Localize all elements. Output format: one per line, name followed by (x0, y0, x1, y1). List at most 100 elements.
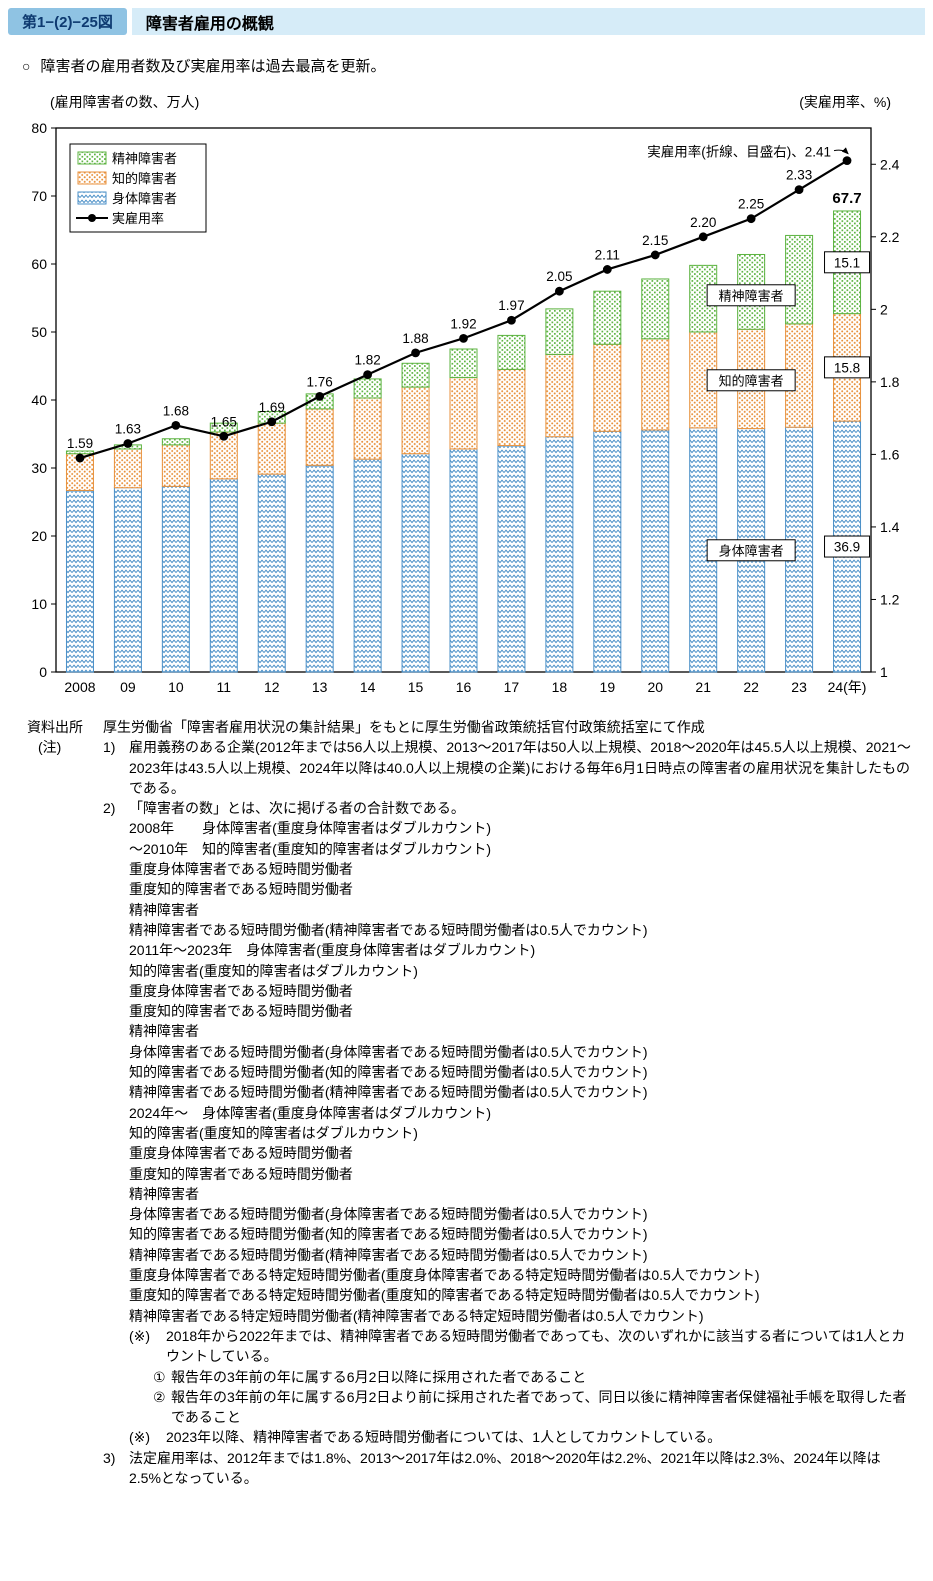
svg-text:1.69: 1.69 (259, 400, 285, 415)
svg-text:身体障害者: 身体障害者 (719, 543, 784, 558)
svg-text:知的障害者: 知的障害者 (112, 171, 177, 186)
note-text: 法定雇用率は、2012年までは1.8%、2013〜2017年は2.0%、2018… (129, 1449, 881, 1486)
note-line: 2008年 身体障害者(重度身体障害者はダブルカウント) (129, 820, 492, 837)
svg-text:知的障害者: 知的障害者 (719, 373, 784, 388)
rate-line (75, 156, 852, 463)
note-line: 精神障害者 (129, 1023, 199, 1040)
svg-text:1.65: 1.65 (211, 414, 237, 429)
note-line: 2) 「障害者の数」とは、次に掲げる者の合計数である。 (103, 798, 911, 818)
note-line: 精神障害者である特定短時間労働者(精神障害者である特定短時間労働者は0.5人でカ… (129, 1307, 704, 1324)
svg-text:20: 20 (31, 528, 47, 544)
note-line: 精神障害者である短時間労働者(精神障害者である短時間労働者は0.5人でカウント) (129, 1246, 648, 1263)
note-items: 1) 雇用義務のある企業(2012年までは56人以上規模、2013〜2017年は5… (103, 737, 921, 1488)
svg-text:2.05: 2.05 (546, 269, 572, 284)
note-line: 重度身体障害者である短時間労働者 (129, 982, 353, 999)
note-number: 1) (103, 739, 116, 756)
legend (69, 143, 207, 233)
svg-text:精神障害者: 精神障害者 (719, 288, 784, 303)
note-line: 知的障害者である短時間労働者(知的障害者である短時間労働者は0.5人でカウント) (129, 1226, 648, 1243)
svg-text:15.1: 15.1 (834, 255, 860, 270)
note-line: 精神障害者である短時間労働者(精神障害者である短時間労働者は0.5人でカウント) (129, 1084, 648, 1101)
note-text: 2018年から2022年までは、精神障害者である短時間労働者であっても、次のいず… (166, 1327, 906, 1365)
svg-text:24(年): 24(年) (828, 679, 867, 695)
svg-text:15.8: 15.8 (834, 360, 860, 375)
svg-text:70: 70 (31, 188, 47, 204)
svg-text:17: 17 (504, 679, 520, 695)
note-line: 重度身体障害者である短時間労働者 (129, 1145, 353, 1162)
note-line: 〜2010年 知的障害者(重度知的障害者はダブルカウント) (129, 840, 492, 857)
svg-text:1.63: 1.63 (115, 422, 141, 437)
svg-text:22: 22 (743, 679, 759, 695)
svg-text:10: 10 (31, 596, 47, 612)
svg-text:1.82: 1.82 (354, 353, 380, 368)
chart-area: 2008 09 10 11 12 13 14 15 16 17 18 19 20 21 22 23 24(年) 0… (16, 114, 933, 711)
source-label: 資料出所 (27, 719, 83, 735)
svg-text:精神障害者: 精神障害者 (112, 151, 177, 166)
svg-text:09: 09 (120, 679, 136, 695)
circle-bullet-icon: ○ (22, 57, 31, 74)
note-line: ② 報告年の3年前の年に属する6月2日より前に採用された者であって、同日以後に精神… (103, 1387, 911, 1428)
axis-captions: (雇用障害者の数、万人) (実雇用率、%) (50, 92, 891, 112)
svg-text:60: 60 (31, 256, 47, 272)
svg-text:1.76: 1.76 (307, 374, 333, 389)
note-line: 精神障害者 (129, 901, 199, 918)
note-line: 重度知的障害者である短時間労働者 (129, 881, 353, 898)
svg-text:2.4: 2.4 (880, 156, 900, 172)
notes-section: 資料出所 厚生労働省「障害者雇用状況の集計結果」をもとに厚生労働省政策統括官付政… (27, 717, 921, 1488)
svg-text:1.68: 1.68 (163, 403, 189, 418)
svg-text:13: 13 (312, 679, 328, 695)
note-line: 2011年〜2023年 身体障害者(重度身体障害者はダブルカウント) (129, 942, 536, 959)
notes-row: (注) 1) 雇用義務のある企業(2012年までは56人以上規模、2013〜201… (27, 737, 921, 1488)
svg-text:16: 16 (456, 679, 472, 695)
lead-statement: ○ 障害者の雇用者数及び実雇用率は過去最高を更新。 (22, 55, 933, 76)
svg-text:10: 10 (168, 679, 184, 695)
svg-text:1.97: 1.97 (498, 298, 524, 313)
note-text: 報告年の3年前の年に属する6月2日より前に採用された者であって、同日以後に精神障… (171, 1388, 907, 1426)
svg-text:1: 1 (880, 664, 888, 680)
svg-text:21: 21 (695, 679, 711, 695)
note-line: ① 報告年の3年前の年に属する6月2日以降に採用された者であること (103, 1367, 911, 1387)
svg-text:1.8: 1.8 (880, 374, 900, 390)
svg-text:40: 40 (31, 392, 47, 408)
svg-text:1.88: 1.88 (402, 331, 428, 346)
note-line: (※) 2023年以降、精神障害者である短時間労働者については、1人としてカウント… (103, 1427, 911, 1447)
note-line: 重度知的障害者である特定短時間労働者(重度知的障害者である特定短時間労働者は0.… (129, 1287, 760, 1304)
note-line: 知的障害者である短時間労働者(知的障害者である短時間労働者は0.5人でカウント) (129, 1064, 648, 1081)
note-line: 知的障害者(重度知的障害者はダブルカウント) (129, 962, 418, 979)
note-number: (※) (129, 1327, 151, 1344)
svg-text:36.9: 36.9 (834, 540, 860, 555)
note-line: 精神障害者である短時間労働者(精神障害者である短時間労働者は0.5人でカウント) (129, 921, 648, 938)
note-number: 2) (103, 800, 116, 817)
source-row: 資料出所 厚生労働省「障害者雇用状況の集計結果」をもとに厚生労働省政策統括官付政… (27, 717, 921, 737)
svg-text:1.2: 1.2 (880, 591, 900, 607)
note-line: 知的障害者(重度知的障害者はダブルカウント) (129, 1124, 418, 1141)
lead-text: 障害者の雇用者数及び実雇用率は過去最高を更新。 (40, 58, 386, 75)
note-line: 身体障害者である短時間労働者(身体障害者である短時間労働者は0.5人でカウント) (129, 1206, 648, 1223)
employment-chart: 2008 09 10 11 12 13 14 15 16 17 18 19 20 21 22 23 24(年)0… (31, 120, 900, 695)
source-text: 厚生労働省「障害者雇用状況の集計結果」をもとに厚生労働省政策統括官付政策統括室に… (103, 719, 705, 735)
svg-text:身体障害者: 身体障害者 (112, 191, 177, 206)
note-text: 雇用義務のある企業(2012年までは56人以上規模、2013〜2017年は50人… (129, 739, 911, 796)
svg-text:80: 80 (31, 120, 47, 136)
svg-text:2.15: 2.15 (642, 233, 668, 248)
svg-text:1.4: 1.4 (880, 519, 900, 535)
note-line: 1) 雇用義務のある企業(2012年までは56人以上規模、2013〜2017年は5… (103, 737, 911, 798)
note-text: 2023年以降、精神障害者である短時間労働者については、1人としてカウントしてい… (166, 1429, 722, 1446)
svg-text:2: 2 (880, 301, 888, 317)
svg-text:14: 14 (360, 679, 376, 695)
note-line: 重度身体障害者である短時間労働者 (129, 861, 353, 878)
note-text: 報告年の3年前の年に属する6月2日以降に採用された者であること (171, 1368, 587, 1385)
svg-text:67.7: 67.7 (832, 190, 861, 207)
svg-text:30: 30 (31, 460, 47, 476)
svg-text:1.6: 1.6 (880, 446, 900, 462)
note-line: 精神障害者 (129, 1185, 199, 1202)
svg-text:2.33: 2.33 (786, 168, 812, 183)
svg-text:15: 15 (408, 679, 424, 695)
note-line: 重度知的障害者である短時間労働者 (129, 1165, 353, 1182)
figure-number: 第1−(2)−25図 (8, 8, 127, 35)
svg-text:50: 50 (31, 324, 47, 340)
svg-text:19: 19 (600, 679, 616, 695)
svg-text:11: 11 (217, 679, 232, 695)
svg-text:2.2: 2.2 (880, 229, 900, 245)
left-axis-caption: (雇用障害者の数、万人) (50, 94, 200, 110)
